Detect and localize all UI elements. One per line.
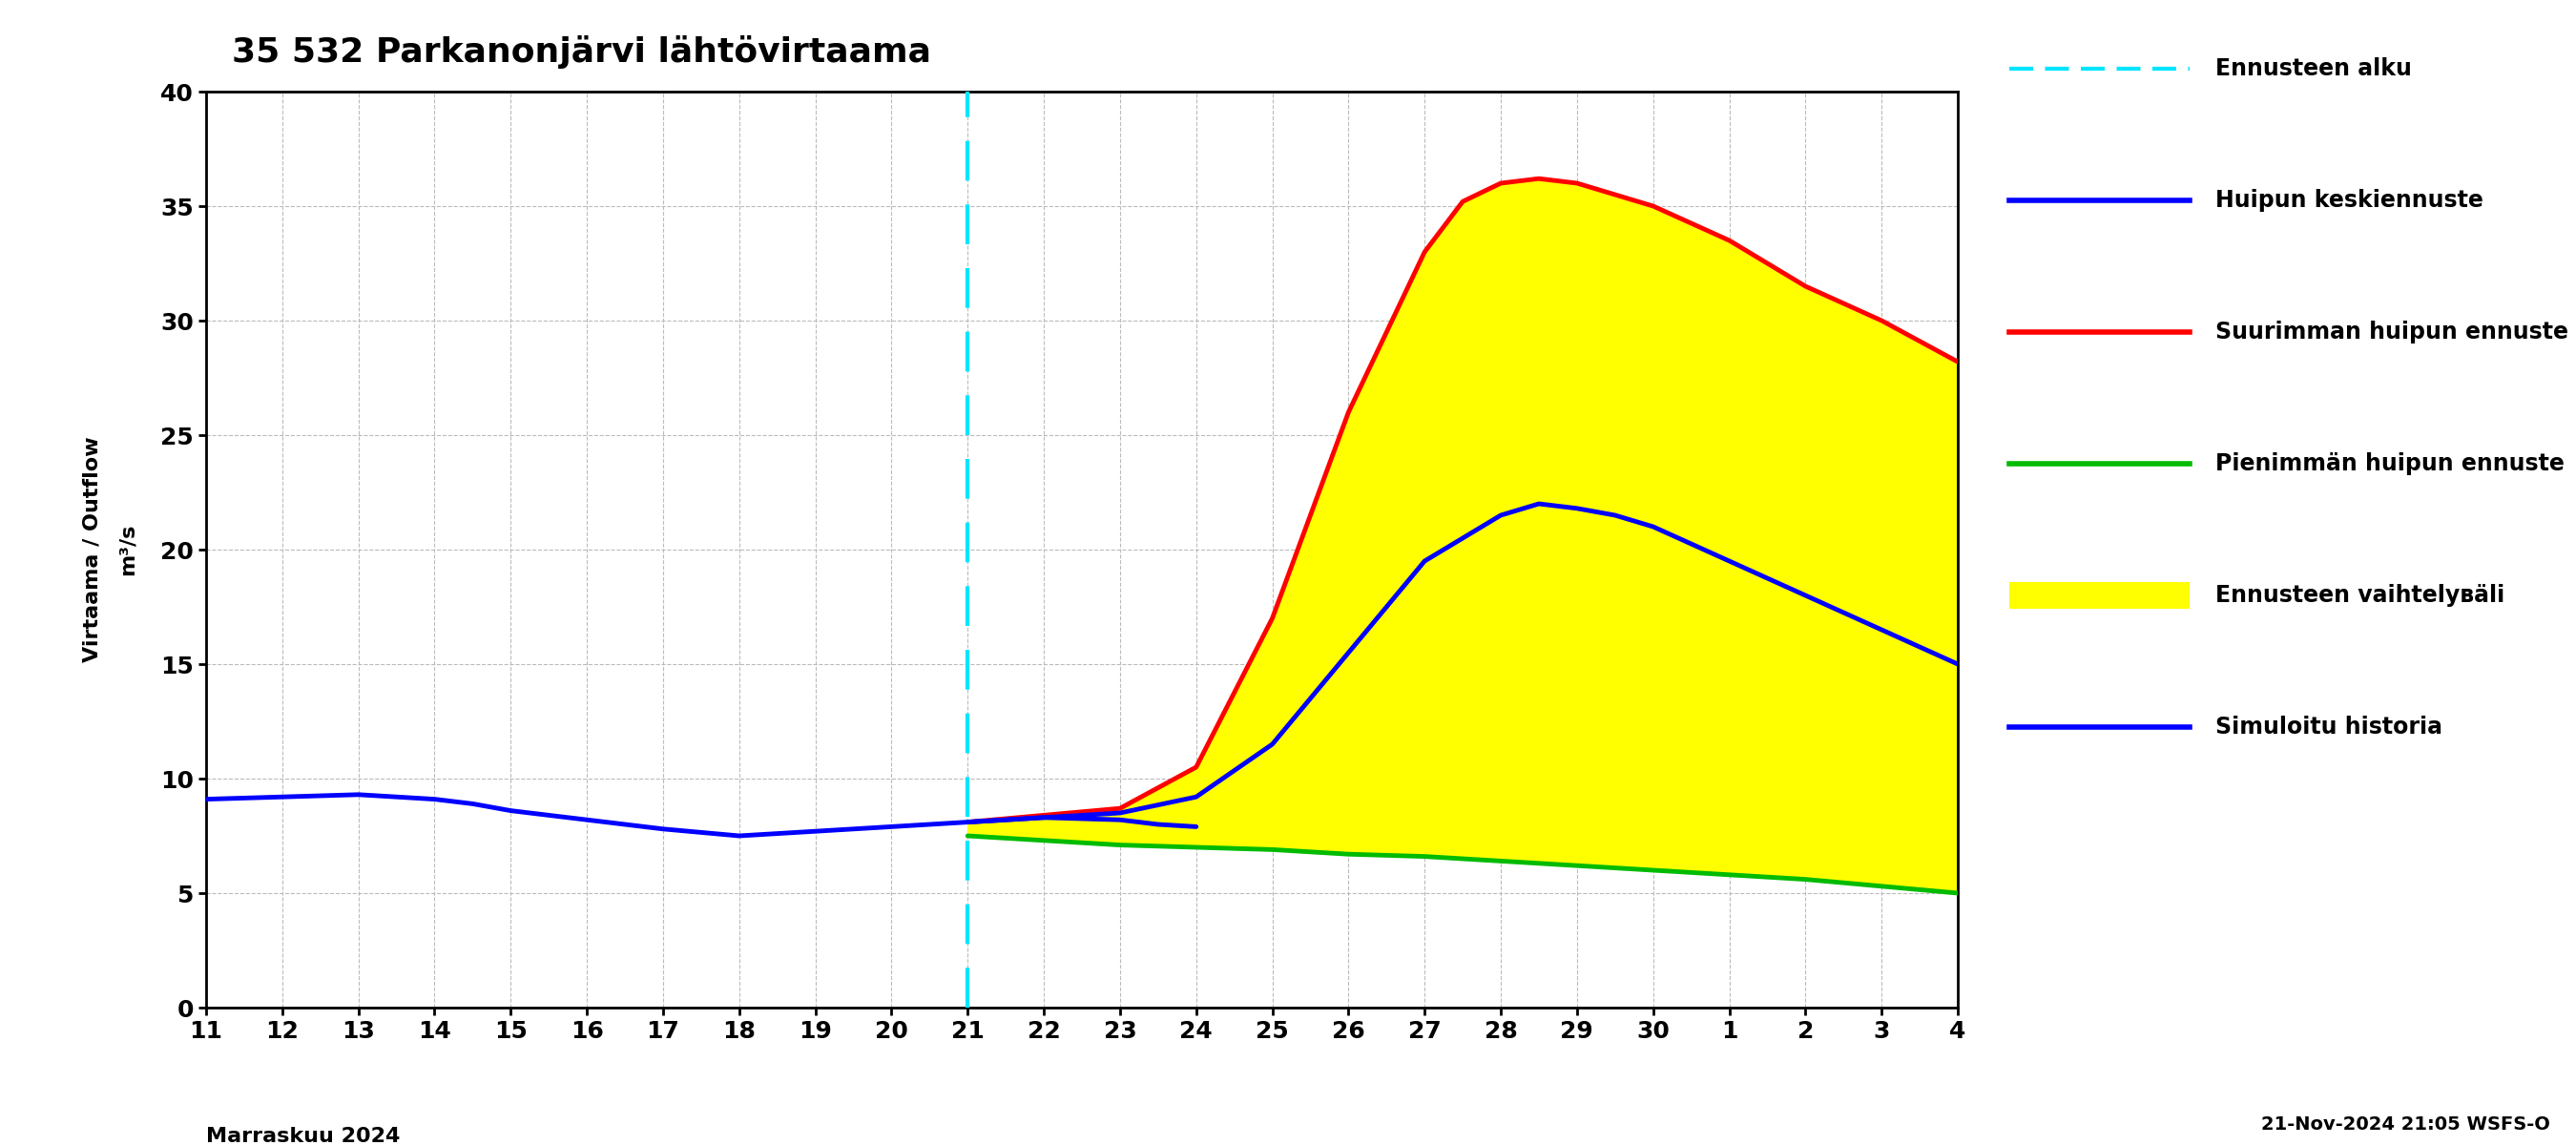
Text: Pienimmän huipun ennuste: Pienimmän huipun ennuste: [2215, 452, 2566, 475]
Text: m³/s: m³/s: [118, 523, 137, 576]
Text: 21-Nov-2024 21:05 WSFS-O: 21-Nov-2024 21:05 WSFS-O: [2262, 1115, 2550, 1134]
Text: Suurimman huipun ennuste: Suurimman huipun ennuste: [2215, 321, 2568, 344]
Text: Huipun keskiennuste: Huipun keskiennuste: [2215, 189, 2483, 212]
Text: 35 532 Parkanonjärvi lähtövirtaama: 35 532 Parkanonjärvi lähtövirtaama: [232, 35, 930, 69]
Text: Marraskuu 2024: Marraskuu 2024: [206, 1127, 399, 1145]
Text: Ennusteen alku: Ennusteen alku: [2215, 57, 2411, 80]
Text: Simuloitu historia: Simuloitu historia: [2215, 716, 2442, 739]
Text: Ennusteen vaihtelувäli: Ennusteen vaihtelувäli: [2215, 584, 2504, 607]
Text: Virtaama / Outflow: Virtaama / Outflow: [82, 436, 103, 663]
